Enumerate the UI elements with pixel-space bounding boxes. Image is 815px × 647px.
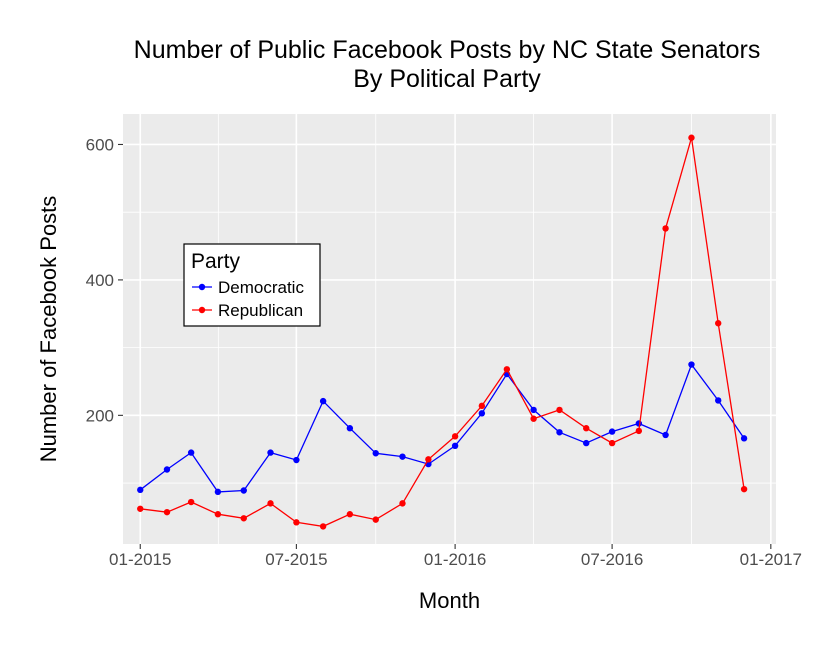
data-point-democratic: [608, 428, 616, 435]
data-point-republican: [399, 500, 406, 507]
data-point-republican: [530, 415, 537, 422]
data-point-democratic: [137, 486, 144, 494]
x-tick-label: 01-2016: [424, 550, 486, 569]
y-tick-label: 400: [86, 271, 114, 290]
data-point-republican: [635, 427, 643, 435]
legend-box: [183, 243, 321, 327]
data-point-republican: [187, 498, 195, 506]
chart-subtitle: By Political Party: [353, 65, 541, 93]
data-point-republican: [346, 511, 354, 518]
x-axis-title: Month: [419, 588, 480, 613]
data-point-republican: [478, 402, 486, 410]
data-point-republican: [319, 523, 327, 530]
data-point-democratic: [662, 431, 669, 439]
data-point-democratic: [583, 439, 590, 447]
x-tick-label: 07-2016: [581, 550, 643, 569]
legend-key-point: [198, 306, 206, 314]
axes: 200 400 600 01-2015 07-2015 01-2016 07-2016 01-…: [36, 135, 802, 613]
data-point-republican: [163, 508, 171, 516]
x-tick-label: 01-2015: [109, 550, 171, 569]
series-line-republican: [140, 137, 745, 528]
data-point-republican: [137, 505, 144, 512]
data-point-democratic: [240, 487, 247, 494]
legend: Party Democratic Republican: [183, 243, 321, 327]
data-point-democratic: [214, 488, 222, 496]
data-point-democratic: [478, 410, 486, 417]
legend-item-republican: Republican: [192, 301, 303, 320]
series-line-democratic: [139, 363, 745, 493]
data-point-republican: [503, 366, 511, 373]
series-democratic: [137, 361, 748, 496]
data-point-democratic: [399, 453, 406, 460]
series-republican: [137, 134, 748, 530]
y-axis-title: Number of Facebook Posts: [36, 196, 61, 463]
data-point-republican: [740, 485, 748, 493]
x-tick-label: 01-2017: [740, 550, 802, 569]
data-point-republican: [608, 439, 616, 447]
data-point-democratic: [715, 397, 722, 404]
legend-label-democratic: Democratic: [218, 278, 304, 297]
data-point-democratic: [187, 449, 195, 456]
data-point-democratic: [346, 425, 354, 432]
data-point-democratic: [293, 456, 300, 464]
grid-lines: [123, 114, 776, 544]
data-point-democratic: [530, 406, 537, 414]
data-point-democratic: [451, 442, 459, 450]
data-point-republican: [556, 406, 563, 414]
legend-title: Party: [191, 250, 241, 273]
data-point-republican: [451, 433, 459, 440]
data-point-democratic: [267, 449, 274, 456]
data-point-democratic: [688, 361, 695, 368]
legend-item-democratic: Democratic: [192, 278, 304, 297]
legend-label-republican: Republican: [218, 301, 303, 320]
legend-key-point: [198, 283, 206, 291]
data-point-democratic: [319, 397, 327, 405]
x-tick-label: 07-2015: [265, 550, 327, 569]
data-point-republican: [267, 500, 274, 507]
y-tick-label: 200: [86, 406, 114, 425]
data-point-republican: [240, 515, 247, 522]
series-layer: [137, 134, 748, 530]
data-point-democratic: [556, 429, 563, 436]
plot-panel: [123, 114, 776, 544]
y-tick-label: 600: [86, 135, 114, 154]
data-point-democratic: [372, 450, 379, 457]
data-point-republican: [425, 456, 432, 463]
data-point-republican: [715, 320, 722, 327]
data-point-republican: [214, 511, 222, 518]
data-point-republican: [583, 425, 590, 432]
chart-title: Number of Public Facebook Posts by NC St…: [134, 36, 761, 64]
data-point-republican: [372, 516, 379, 523]
data-point-democratic: [740, 435, 748, 442]
data-point-republican: [293, 519, 300, 526]
data-point-republican: [688, 134, 695, 141]
data-point-republican: [662, 225, 669, 232]
data-point-democratic: [163, 466, 171, 473]
